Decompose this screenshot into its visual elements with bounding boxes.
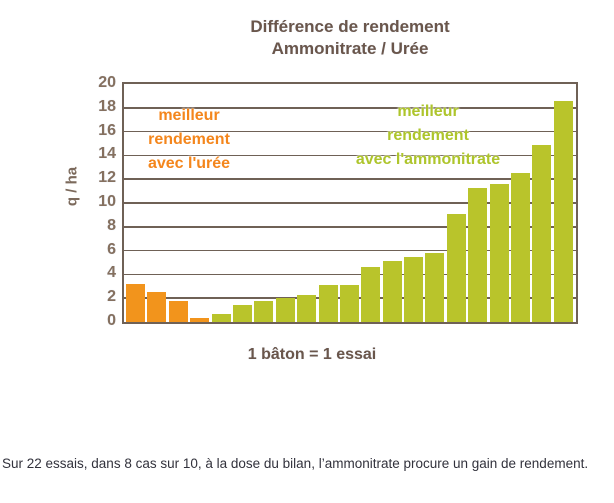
gridline bbox=[124, 154, 576, 157]
y-tick-label: 14 bbox=[98, 145, 116, 163]
bar bbox=[297, 294, 317, 322]
annotation-ammonitrate: meilleur rendement avec l'ammonitrate bbox=[303, 100, 553, 172]
bars bbox=[124, 84, 576, 322]
bar bbox=[511, 173, 531, 322]
y-tick-label: 8 bbox=[107, 216, 116, 234]
y-tick-label: 0 bbox=[107, 312, 116, 329]
bar bbox=[318, 285, 338, 322]
bar bbox=[532, 144, 552, 322]
footnote-text: Sur 22 essais, dans 8 cas sur 10, à la d… bbox=[2, 456, 589, 471]
gridline bbox=[124, 178, 576, 180]
bar bbox=[446, 213, 466, 322]
gridline bbox=[124, 107, 576, 109]
gridline bbox=[124, 249, 576, 252]
bar bbox=[190, 318, 210, 322]
bar bbox=[553, 100, 573, 322]
bar bbox=[275, 298, 295, 322]
annotation-ammonitrate-line2: rendement bbox=[387, 127, 469, 144]
annotation-uree-line3: avec l'urée bbox=[147, 155, 231, 172]
bar bbox=[382, 261, 402, 322]
chart-title: Différence de rendement Ammonitrate / Ur… bbox=[112, 16, 588, 60]
y-tick-label: 16 bbox=[98, 121, 116, 139]
bar bbox=[211, 313, 231, 322]
bar bbox=[168, 300, 188, 322]
bar bbox=[404, 256, 424, 322]
bar bbox=[232, 305, 252, 322]
gridline bbox=[124, 202, 576, 204]
bar bbox=[425, 253, 445, 322]
chart-title-line2: Ammonitrate / Urée bbox=[271, 39, 429, 58]
y-tick-label: 18 bbox=[98, 97, 116, 115]
chart-title-line1: Différence de rendement bbox=[250, 17, 450, 36]
annotation-uree-line1: meilleur bbox=[158, 107, 220, 124]
bar bbox=[361, 267, 381, 322]
gridline bbox=[124, 130, 576, 133]
y-tick-label: 4 bbox=[107, 264, 116, 282]
bar bbox=[254, 300, 274, 322]
bar bbox=[339, 285, 359, 322]
bar bbox=[468, 187, 488, 322]
plot-area bbox=[122, 82, 578, 324]
bar bbox=[147, 292, 167, 322]
chart-caption: 1 bâton = 1 essai bbox=[247, 346, 377, 363]
annotation-uree-line2: rendement bbox=[148, 131, 230, 148]
bar bbox=[126, 283, 145, 322]
y-tick-label: 10 bbox=[98, 193, 116, 210]
y-tick-label: 12 bbox=[98, 169, 116, 187]
gridline bbox=[124, 226, 576, 228]
y-tick-label: 6 bbox=[107, 240, 116, 258]
bar bbox=[489, 184, 509, 322]
annotation-uree: meilleur rendement avec l'urée bbox=[79, 104, 299, 176]
annotation-ammonitrate-line3: avec l'ammonitrate bbox=[355, 151, 501, 168]
gridline bbox=[124, 273, 576, 276]
annotation-ammonitrate-line1: meilleur bbox=[397, 103, 459, 120]
y-tick-label: 2 bbox=[107, 288, 116, 306]
y-tick-label: 20 bbox=[98, 74, 116, 91]
